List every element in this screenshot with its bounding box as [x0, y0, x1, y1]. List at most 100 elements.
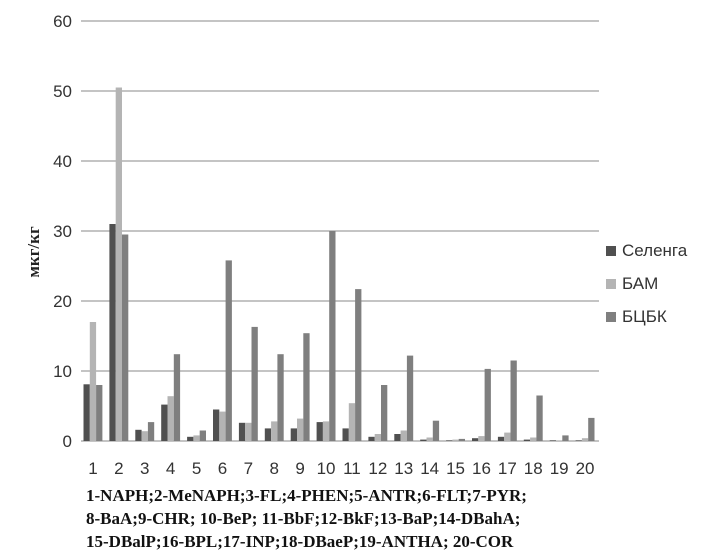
category-key-caption: 1-NAPH;2-MeNAPH;3-FL;4-PHEN;5-ANTR;6-FLT…	[86, 484, 716, 553]
bar	[271, 421, 278, 441]
y-tick-label: 20	[53, 292, 72, 311]
bar	[575, 440, 582, 441]
bar	[96, 385, 103, 441]
x-tick-label: 9	[295, 459, 304, 478]
caption-line: 1-NAPH;2-MeNAPH;3-FL;4-PHEN;5-ANTR;6-FLT…	[86, 486, 527, 505]
bar	[355, 289, 362, 441]
bar	[238, 422, 246, 441]
bar	[581, 438, 589, 441]
bar	[497, 436, 505, 441]
bar	[193, 435, 200, 441]
bar	[141, 431, 148, 441]
bar	[219, 411, 226, 441]
y-tick-label: 60	[53, 12, 72, 31]
legend-label: Селенга	[622, 241, 688, 260]
bar	[147, 422, 155, 441]
bar	[167, 396, 174, 441]
bar	[549, 440, 556, 441]
bar	[394, 434, 401, 441]
bar	[173, 354, 181, 441]
bar	[536, 395, 543, 441]
bar	[187, 436, 194, 441]
y-axis-title: мкг/кг	[24, 226, 43, 278]
x-tick-label: 20	[576, 459, 595, 478]
bar	[213, 409, 220, 441]
bar	[225, 260, 232, 441]
legend: Селенга БАМ БЦБК	[606, 241, 688, 326]
bar	[400, 430, 407, 441]
x-axis: 1 2 3 4 5 6 7 8 9 10 11 12 13 14 15 16 17 18 19 20	[88, 459, 594, 478]
x-tick-label: 13	[394, 459, 413, 478]
legend-label: БАМ	[622, 274, 658, 293]
x-tick-label: 3	[140, 459, 149, 478]
bar	[89, 322, 97, 441]
caption-line: 8-BaA;9-CHR; 10-BeP; 11-BbF;12-BkF;13-Ba…	[86, 509, 521, 528]
bar	[277, 354, 284, 441]
bar	[161, 404, 168, 441]
bar	[199, 430, 206, 441]
bar	[316, 422, 323, 441]
x-tick-label: 11	[343, 459, 361, 478]
bar	[329, 231, 336, 441]
x-tick-label: 7	[244, 459, 253, 478]
bar	[472, 438, 479, 441]
bar	[297, 418, 304, 441]
bar	[406, 355, 414, 441]
bar	[264, 428, 272, 441]
bar	[115, 87, 122, 441]
bar	[381, 385, 388, 441]
x-tick-label: 10	[317, 459, 336, 478]
bar	[484, 368, 491, 441]
bar	[530, 437, 537, 441]
bar	[109, 224, 116, 441]
x-tick-label: 12	[368, 459, 387, 478]
bar	[588, 417, 595, 441]
y-tick-label: 30	[53, 222, 72, 241]
x-tick-label: 17	[498, 459, 517, 478]
bar	[245, 422, 252, 441]
bar	[426, 437, 433, 441]
bar	[562, 435, 569, 441]
bar	[478, 436, 485, 441]
legend-swatch	[606, 312, 616, 322]
y-tick-label: 50	[53, 82, 72, 101]
bar	[458, 438, 465, 441]
bar	[432, 420, 440, 441]
bars	[83, 87, 595, 441]
y-tick-label: 40	[53, 152, 72, 171]
x-tick-label: 1	[88, 459, 97, 478]
bar	[251, 326, 258, 441]
bar	[420, 439, 427, 441]
y-tick-label: 0	[63, 432, 72, 451]
bar	[322, 421, 330, 441]
bar	[290, 428, 297, 441]
legend-swatch	[606, 279, 616, 289]
bar	[342, 428, 349, 441]
bar	[122, 234, 129, 441]
bar	[374, 434, 381, 441]
bar	[303, 333, 310, 441]
bar	[523, 439, 531, 441]
bar	[510, 360, 517, 441]
bar	[504, 432, 511, 441]
y-tick-label: 10	[53, 362, 72, 381]
bar	[556, 440, 563, 441]
bar	[446, 440, 453, 441]
x-tick-label: 6	[218, 459, 227, 478]
x-tick-label: 8	[270, 459, 279, 478]
x-tick-label: 14	[420, 459, 439, 478]
bar	[348, 403, 356, 441]
y-axis: 0 10 20 30 40 50 60	[53, 12, 72, 451]
x-tick-label: 16	[472, 459, 491, 478]
x-tick-label: 15	[446, 459, 465, 478]
x-tick-label: 5	[192, 459, 201, 478]
bar	[83, 384, 90, 441]
bar	[452, 439, 459, 441]
x-tick-label: 19	[550, 459, 569, 478]
bar	[135, 429, 142, 441]
x-tick-label: 18	[524, 459, 543, 478]
bar	[368, 436, 375, 441]
legend-label: БЦБК	[622, 307, 667, 326]
gridlines	[81, 20, 599, 442]
